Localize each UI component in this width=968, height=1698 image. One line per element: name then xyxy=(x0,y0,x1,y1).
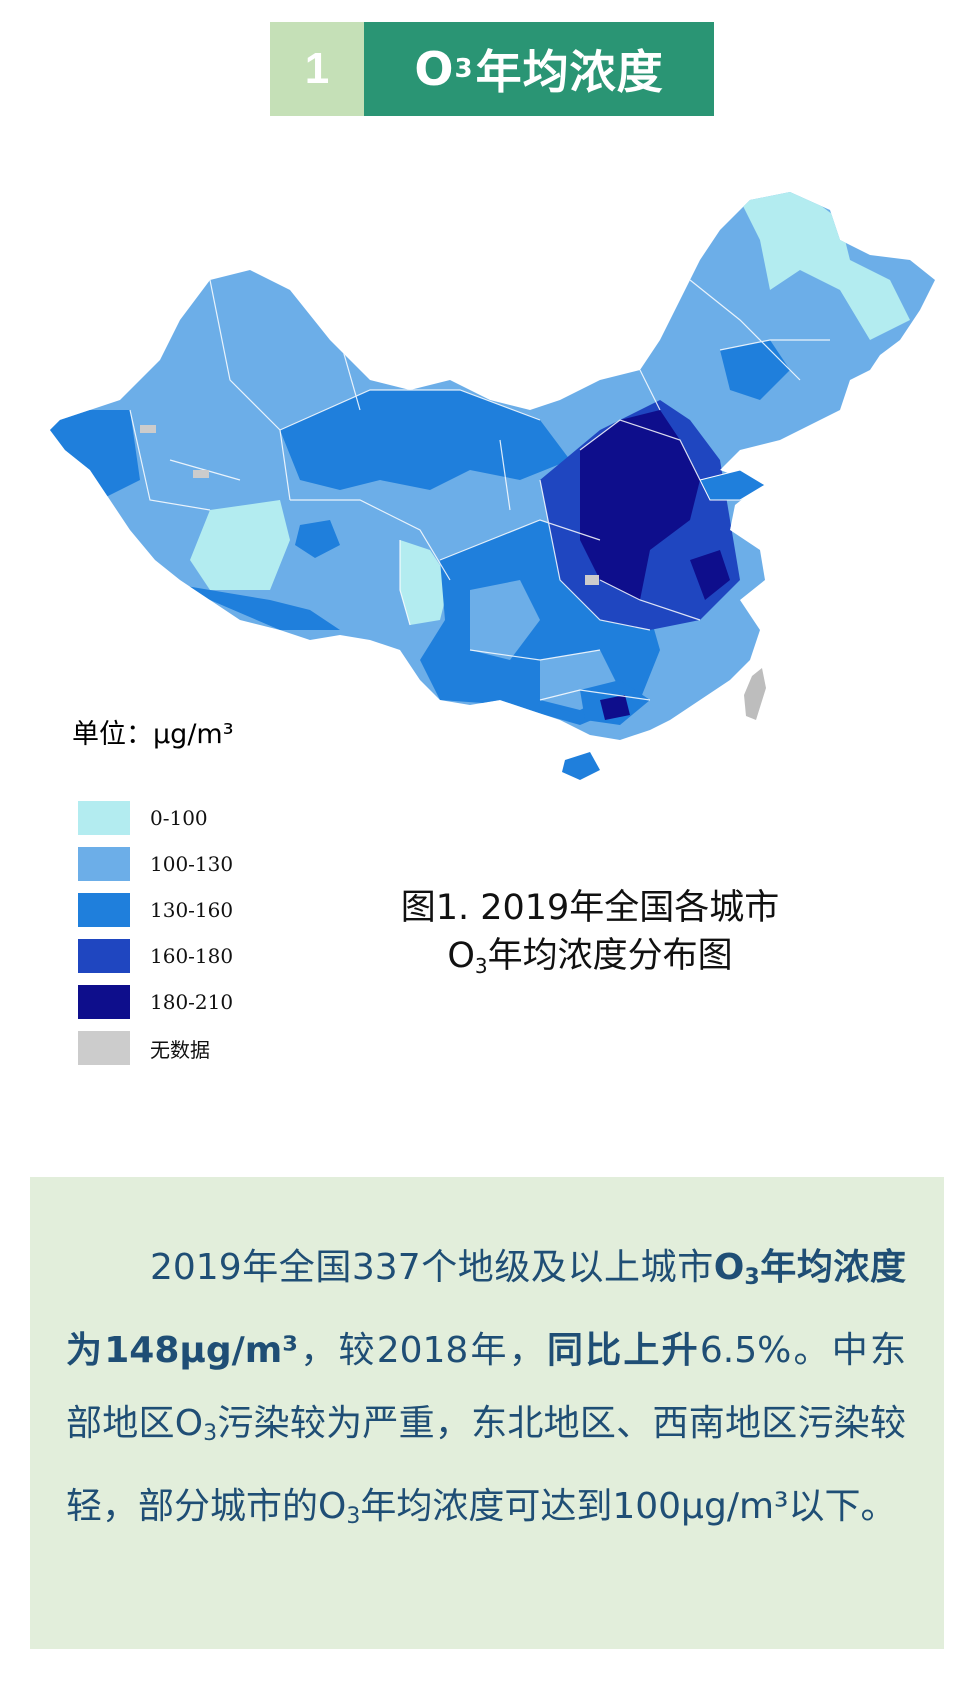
summary-text-3: 6.5%。中东部地区O xyxy=(66,1330,906,1444)
title-sub: 3 xyxy=(454,54,474,84)
legend-item: 100-130 xyxy=(78,841,233,887)
map-region-pearl-delta xyxy=(600,695,630,720)
legend-item: 无数据 xyxy=(78,1025,233,1071)
legend-swatch xyxy=(78,985,130,1019)
caption-line-2: O3年均浓度分布图 xyxy=(370,932,810,990)
legend-swatch xyxy=(78,1031,130,1065)
legend-swatch xyxy=(78,939,130,973)
unit-label: 单位：μg/m³ xyxy=(72,719,234,750)
map-region-heilongjiang-light xyxy=(740,192,910,340)
legend-label: 0-100 xyxy=(150,806,208,830)
summary-paragraph: 2019年全国337个地级及以上城市O3年均浓度为148μg/m³，较2018年… xyxy=(66,1231,906,1553)
legend-swatch xyxy=(78,801,130,835)
summary-box: 2019年全国337个地级及以上城市O3年均浓度为148μg/m³，较2018年… xyxy=(30,1177,944,1649)
map-region-kashgar xyxy=(50,410,140,500)
title-o: O xyxy=(414,42,455,96)
map-region-jiangsu-dark xyxy=(690,550,730,600)
caption-o: O xyxy=(447,936,475,976)
summary-text-2: ，较2018年， xyxy=(298,1330,547,1371)
section-number: 1 xyxy=(270,22,364,116)
summary-bold-1: O3年均浓度为148μg/m³ xyxy=(66,1247,906,1371)
legend-label: 130-160 xyxy=(150,898,234,922)
legend-item: 160-180 xyxy=(78,933,233,979)
map-region-north-china-plain xyxy=(580,410,700,600)
caption-line-1: 图1. 2019年全国各城市 xyxy=(400,888,780,928)
summary-text-5: 年均浓度可达到100μg/m³以下。 xyxy=(360,1486,897,1527)
title-rest: 年均浓度 xyxy=(475,45,664,99)
summary-bold-sub: 3 xyxy=(744,1265,760,1290)
china-ozone-map xyxy=(50,192,935,780)
map-region-guizhou-light xyxy=(470,580,540,660)
map-region-gansu-band xyxy=(280,390,570,490)
caption-rest: 年均浓度分布图 xyxy=(487,936,733,976)
summary-sub-3: 3 xyxy=(203,1421,218,1446)
summary-sub-4: 3 xyxy=(346,1504,361,1529)
legend-label: 100-130 xyxy=(150,852,234,876)
legend-item: 130-160 xyxy=(78,887,233,933)
map-region-shandong-peninsula xyxy=(699,469,766,501)
legend-item: 0-100 xyxy=(78,795,233,841)
map-region-liaoning xyxy=(720,340,790,400)
legend-label: 180-210 xyxy=(150,990,234,1014)
map-region-qinghai-dark xyxy=(295,520,340,558)
summary-bold-rest: 年均浓度为148μg/m³ xyxy=(66,1247,906,1371)
map-region-qinghai xyxy=(265,500,420,570)
legend-item: 180-210 xyxy=(78,979,233,1025)
summary-text-4: 污染较为严重，东北地区、西南地区污染较轻，部分城市的O xyxy=(66,1403,906,1527)
legend-label: 160-180 xyxy=(150,944,234,968)
summary-bold-o: O xyxy=(713,1247,745,1288)
map-region-taiwan xyxy=(744,668,766,720)
map-region-hainan xyxy=(562,752,600,780)
legend-swatch xyxy=(78,893,130,927)
caption-sub: 3 xyxy=(474,954,488,978)
figure-caption: 图1. 2019年全国各城市 O3年均浓度分布图 xyxy=(370,884,810,990)
summary-text-1: 2019年全国337个地级及以上城市 xyxy=(150,1247,714,1288)
map-region-nodata-2 xyxy=(140,425,156,433)
map-region-sichuan-west xyxy=(400,540,450,625)
boundary-lines xyxy=(129,279,830,701)
map-region-nodata-3 xyxy=(193,470,209,478)
section-header: 1 O 3 年均浓度 xyxy=(270,22,714,116)
legend-swatch xyxy=(78,847,130,881)
summary-bold-2: 同比上升 xyxy=(547,1330,700,1371)
section-title: O 3 年均浓度 xyxy=(364,22,714,116)
map-region-nodata-1 xyxy=(585,575,599,585)
map-region-tibet-light xyxy=(190,500,290,590)
legend-label: 无数据 xyxy=(150,1037,210,1062)
legend: 0-100 100-130 130-160 160-180 180-210 无数… xyxy=(78,795,233,1071)
